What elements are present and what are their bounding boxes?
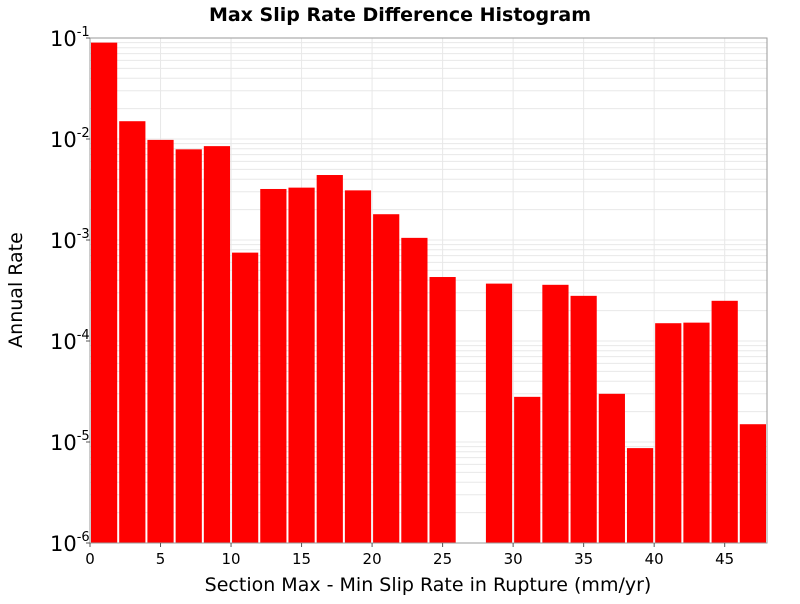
- x-tick-label: 40: [645, 550, 664, 568]
- x-tick-label: 35: [574, 550, 593, 568]
- x-tick-label: 45: [715, 550, 734, 568]
- y-tick-label: 10-4: [50, 328, 90, 354]
- x-axis-label: Section Max - Min Slip Rate in Rupture (…: [205, 574, 652, 596]
- histogram-bar-5: [203, 146, 231, 543]
- histogram-bar-2: [119, 121, 146, 543]
- x-tick-label: 30: [504, 550, 523, 568]
- histogram-bar-18: [570, 295, 597, 543]
- plot-frame: [89, 37, 768, 544]
- histogram-bar-11: [373, 214, 400, 544]
- histogram-bar-8: [288, 187, 315, 543]
- histogram-bar-22: [683, 322, 710, 543]
- histogram-bar-15: [485, 283, 513, 543]
- grid-layer: [89, 37, 767, 544]
- y-tick-exponent: -6: [77, 530, 90, 545]
- y-tick-exponent: -5: [77, 429, 90, 444]
- histogram-bar-10: [344, 190, 372, 543]
- x-tick-label: 15: [292, 550, 311, 568]
- y-tick-exponent: -1: [77, 25, 90, 40]
- x-tick-label: 10: [221, 550, 240, 568]
- y-tick-exponent: -3: [77, 227, 90, 242]
- bars-layer: [91, 42, 766, 544]
- histogram-bar-1: [91, 42, 118, 543]
- histogram-bar-6: [232, 252, 259, 543]
- histogram-bar-9: [316, 175, 343, 543]
- x-tick-label: 25: [433, 550, 452, 568]
- y-tick-exponent: -4: [77, 328, 90, 343]
- x-tick-label: 20: [363, 550, 382, 568]
- histogram-bar-12: [401, 237, 428, 544]
- histogram-bar-3: [147, 139, 174, 543]
- histogram-bar-21: [655, 323, 682, 543]
- y-axis-ticks: 10-610-510-410-310-210-1: [50, 25, 90, 556]
- histogram-bar-23: [711, 300, 738, 543]
- y-tick-exponent: -2: [77, 126, 90, 141]
- histogram-bar-20: [626, 448, 654, 543]
- y-tick-label: 10-6: [50, 530, 90, 556]
- histogram-bar-16: [514, 396, 541, 543]
- histogram-bar-7: [260, 188, 287, 543]
- x-axis-ticks: 0 5 10 15 20 25 30 35 40 45: [85, 543, 734, 568]
- histogram-bar-17: [542, 284, 569, 543]
- x-tick-label: 0: [85, 550, 95, 568]
- x-tick-label: 5: [156, 550, 166, 568]
- histogram-bar-13: [429, 277, 456, 543]
- y-axis-label: Annual Rate: [5, 232, 27, 348]
- histogram-bar-19: [598, 393, 625, 543]
- chart-title: Max Slip Rate Difference Histogram: [209, 4, 591, 26]
- histogram-bar-24: [739, 424, 766, 543]
- histogram-bar-4: [175, 149, 202, 543]
